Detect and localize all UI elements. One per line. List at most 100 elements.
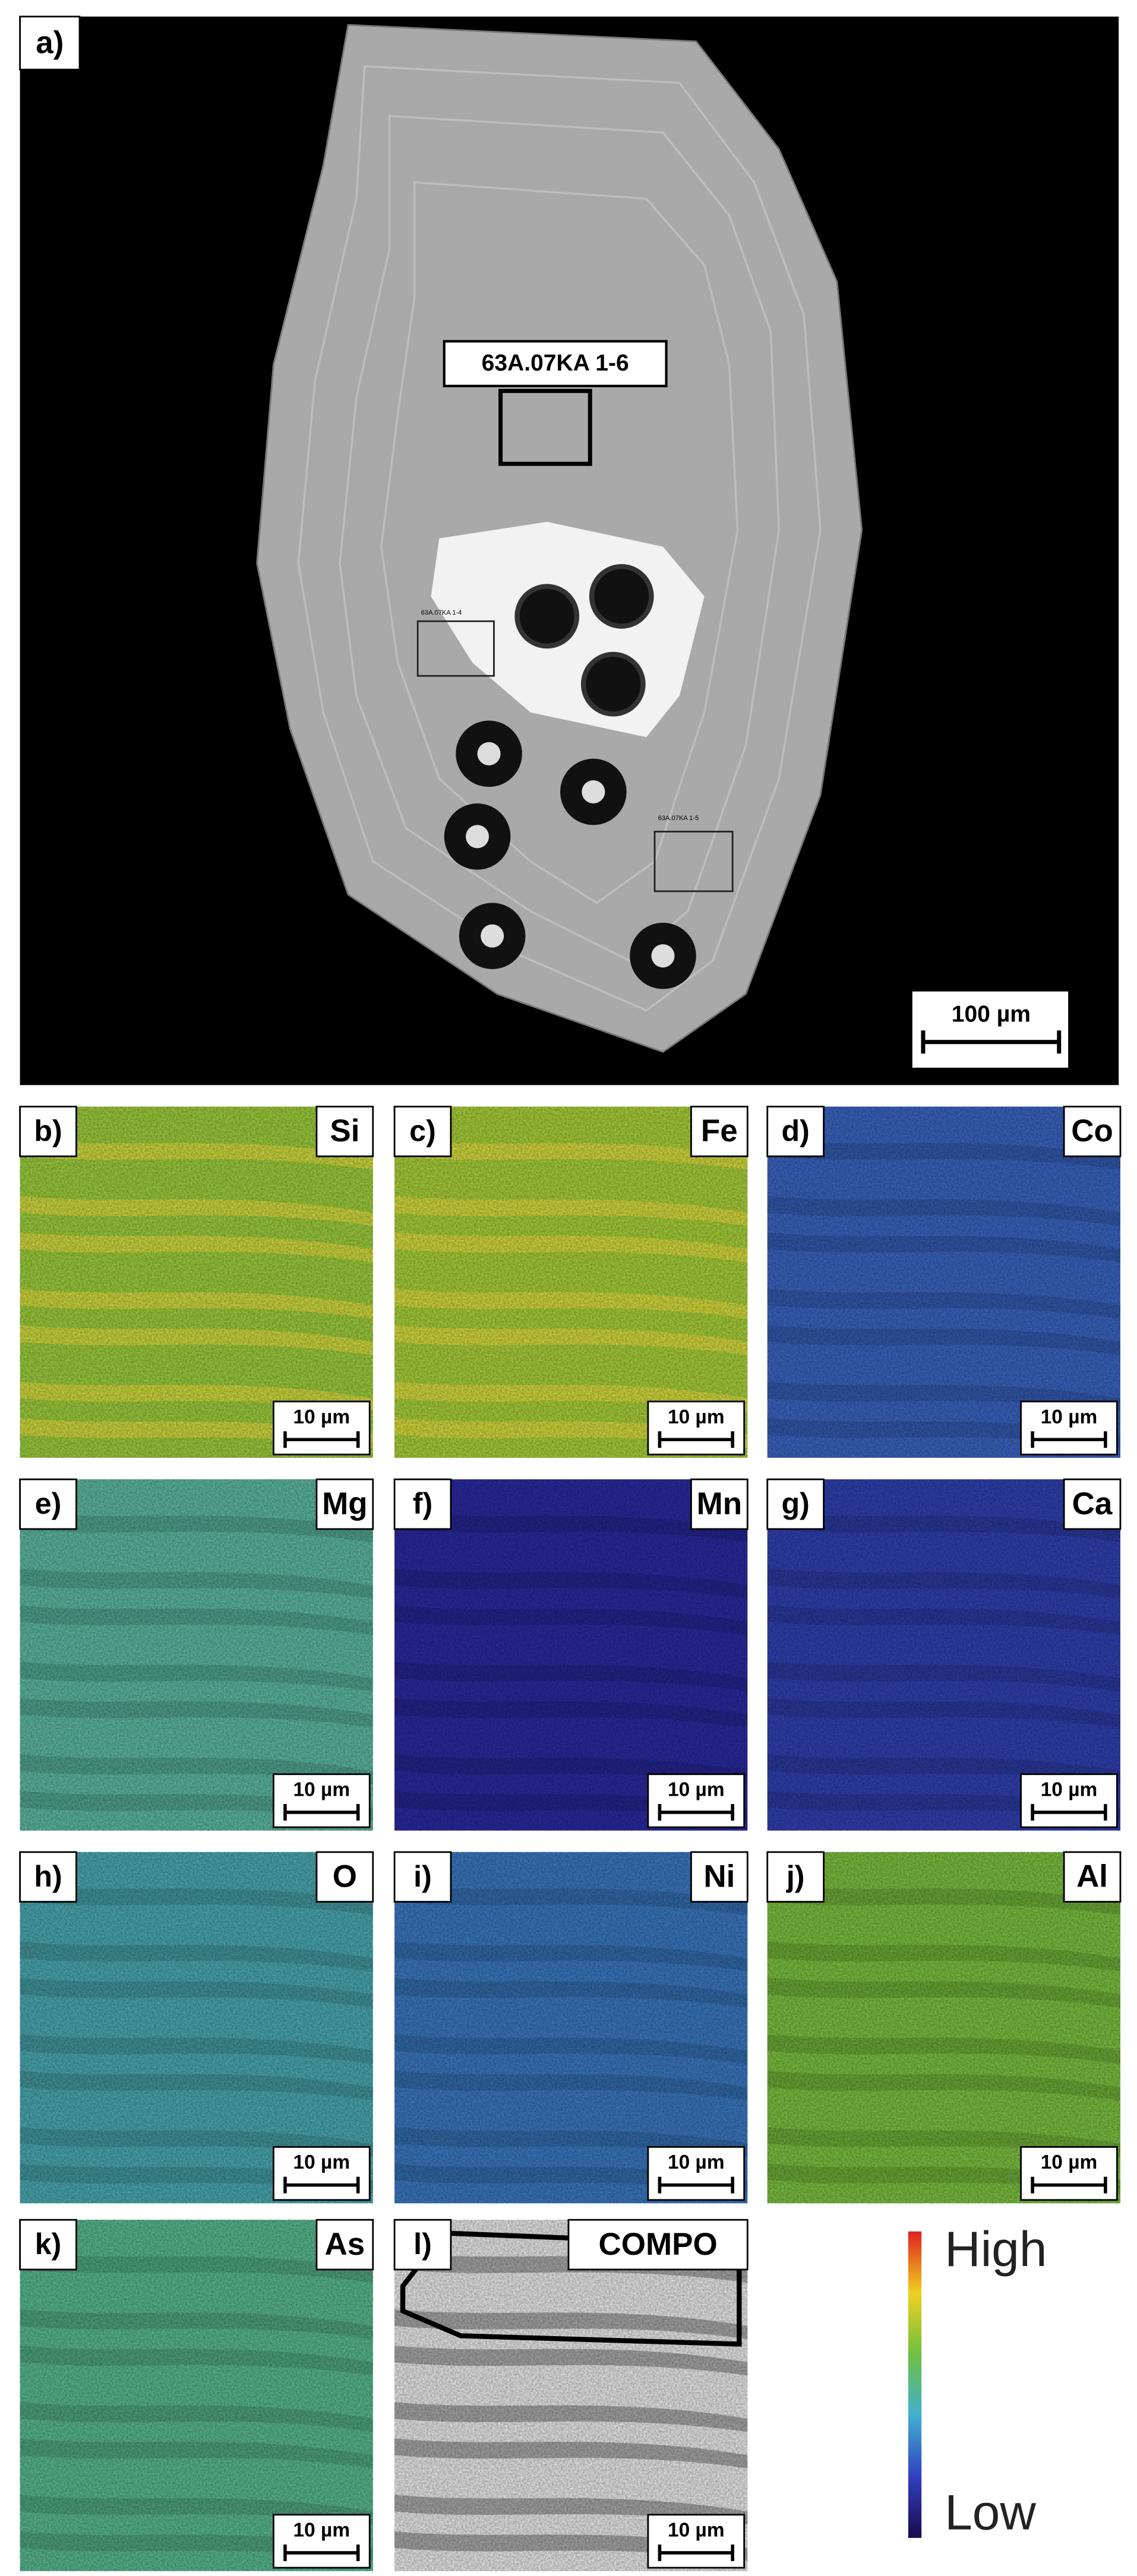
element-label-bg	[690, 1478, 748, 1530]
element-label-bg	[1063, 1478, 1122, 1530]
scale-bar	[658, 2176, 734, 2194]
scale-bar	[658, 1431, 734, 1448]
panel-label: j)	[786, 1860, 805, 1893]
element-label-bg	[1063, 1106, 1122, 1157]
element-label: Mn	[697, 1486, 743, 1521]
scale-text: 10 µm	[1041, 1779, 1098, 1801]
noise	[394, 1106, 748, 1458]
noise	[767, 1852, 1120, 2204]
scale-bar	[283, 2176, 360, 2194]
element-label: Si	[330, 1113, 359, 1148]
element-map: d) Co 10 µm	[766, 1106, 1122, 1458]
scale-text: 10 µm	[668, 2151, 725, 2173]
element-map: j) Al 10 µm	[766, 1851, 1122, 2204]
element-label-bg	[315, 2219, 374, 2271]
element-map: e) Mg 10 µm	[19, 1478, 374, 1831]
element-map: i) Ni 10 µm	[393, 1851, 748, 2204]
noise	[767, 1106, 1120, 1458]
panel-label-bg	[393, 1478, 452, 1530]
element-map: h) O 10 µm	[19, 1851, 374, 2204]
scale-text: 10 µm	[668, 1779, 725, 1801]
panel-label: f)	[413, 1487, 432, 1520]
scale-bar	[658, 2544, 734, 2561]
analysis-box	[653, 831, 734, 893]
panel-label: b)	[34, 1114, 62, 1147]
panel-label-bg	[19, 1851, 77, 1903]
small-label: 63A.07KA 1-5	[658, 815, 699, 822]
panel-label: i)	[413, 1860, 432, 1893]
panel-label: k)	[35, 2227, 62, 2261]
scale-text: 10 µm	[668, 1406, 725, 1428]
element-label-bg	[315, 1851, 374, 1903]
panel-label-bg	[19, 1106, 77, 1157]
scale-text: 10 µm	[293, 1779, 350, 1801]
element-label-bg	[315, 1106, 374, 1157]
element-map: b) Si 10 µm	[19, 1106, 374, 1458]
panel-label-bg	[19, 1478, 77, 1530]
scale-bar	[658, 1803, 734, 1821]
scale-text: 10 µm	[1041, 2151, 1098, 2173]
scale-bar-bg	[1020, 2146, 1118, 2201]
noise	[20, 2220, 373, 2571]
element-label-bg	[315, 1478, 374, 1530]
noise	[394, 1852, 748, 2204]
scale-text: 10 µm	[293, 1406, 350, 1428]
analysis-box	[498, 388, 592, 466]
scale-text: 10 µm	[668, 2520, 725, 2542]
panel-label: g)	[781, 1487, 809, 1520]
colorbar-low: Low	[945, 2485, 1036, 2540]
scale-bar	[1031, 2176, 1107, 2194]
panel-label-bg	[766, 1106, 825, 1157]
element-label: Ca	[1072, 1486, 1113, 1521]
pits	[514, 564, 654, 717]
element-map: g) Ca 10 µm	[766, 1478, 1122, 1831]
scale-bar-bg	[911, 989, 1070, 1069]
element-label-bg	[690, 1106, 748, 1157]
colorbar-gradient	[908, 2231, 922, 2538]
scale-bar	[283, 1803, 360, 1821]
scale-bar	[283, 2544, 360, 2561]
panel-label: e)	[35, 1487, 62, 1520]
growth-zones	[297, 65, 822, 1012]
noise	[20, 1106, 373, 1458]
scale-text: 10 µm	[293, 2151, 350, 2173]
laser-spots	[444, 720, 696, 989]
scale-bar-bg	[273, 1400, 371, 1455]
element-label: Fe	[701, 1113, 738, 1148]
element-label: Al	[1076, 1859, 1108, 1894]
panel-label-bg	[393, 1851, 452, 1903]
scale-bar-bg	[273, 2514, 371, 2569]
element-map: l) COMPO 10 µm	[393, 2219, 748, 2571]
element-label: As	[325, 2227, 365, 2262]
scale-bar-bg	[647, 1400, 746, 1455]
panel-label-bg	[19, 15, 81, 71]
panel-label: a)	[36, 25, 64, 60]
panel-label: d)	[781, 1114, 809, 1147]
element-label-bg	[567, 2219, 748, 2271]
element-map: f) Mn 10 µm	[393, 1478, 748, 1831]
scale-bar	[921, 1030, 1062, 1054]
scale-bar-bg	[273, 1773, 371, 1828]
scale-text: 100 µm	[952, 1001, 1031, 1027]
scale-bar-bg	[647, 2514, 746, 2569]
panel-label: h)	[34, 1860, 62, 1893]
noise	[394, 2220, 748, 2571]
element-map: k) As 10 µm	[19, 2219, 374, 2571]
element-map: c) Fe 10 µm	[393, 1106, 748, 1458]
element-label-bg	[690, 1851, 748, 1903]
element-label-bg	[1063, 1851, 1122, 1903]
noise	[394, 1479, 748, 1831]
small-label: 63A.07KA 1-4	[421, 609, 462, 616]
scale-bar	[283, 1431, 360, 1448]
panel-a: 63A.07KA 1-6 63A.07KA 1-4 63A.07KA 1-5 a…	[19, 15, 1119, 1086]
scale-bar-bg	[1020, 1400, 1118, 1455]
panel-label-bg	[766, 1478, 825, 1530]
scale-bar-bg	[647, 2146, 746, 2201]
colorbar-high: High	[945, 2221, 1047, 2277]
noise	[20, 1852, 373, 2204]
analysis-box	[416, 620, 495, 677]
panel-label-bg	[766, 1851, 825, 1903]
element-label: Mg	[322, 1486, 368, 1521]
element-label: Co	[1071, 1113, 1113, 1148]
